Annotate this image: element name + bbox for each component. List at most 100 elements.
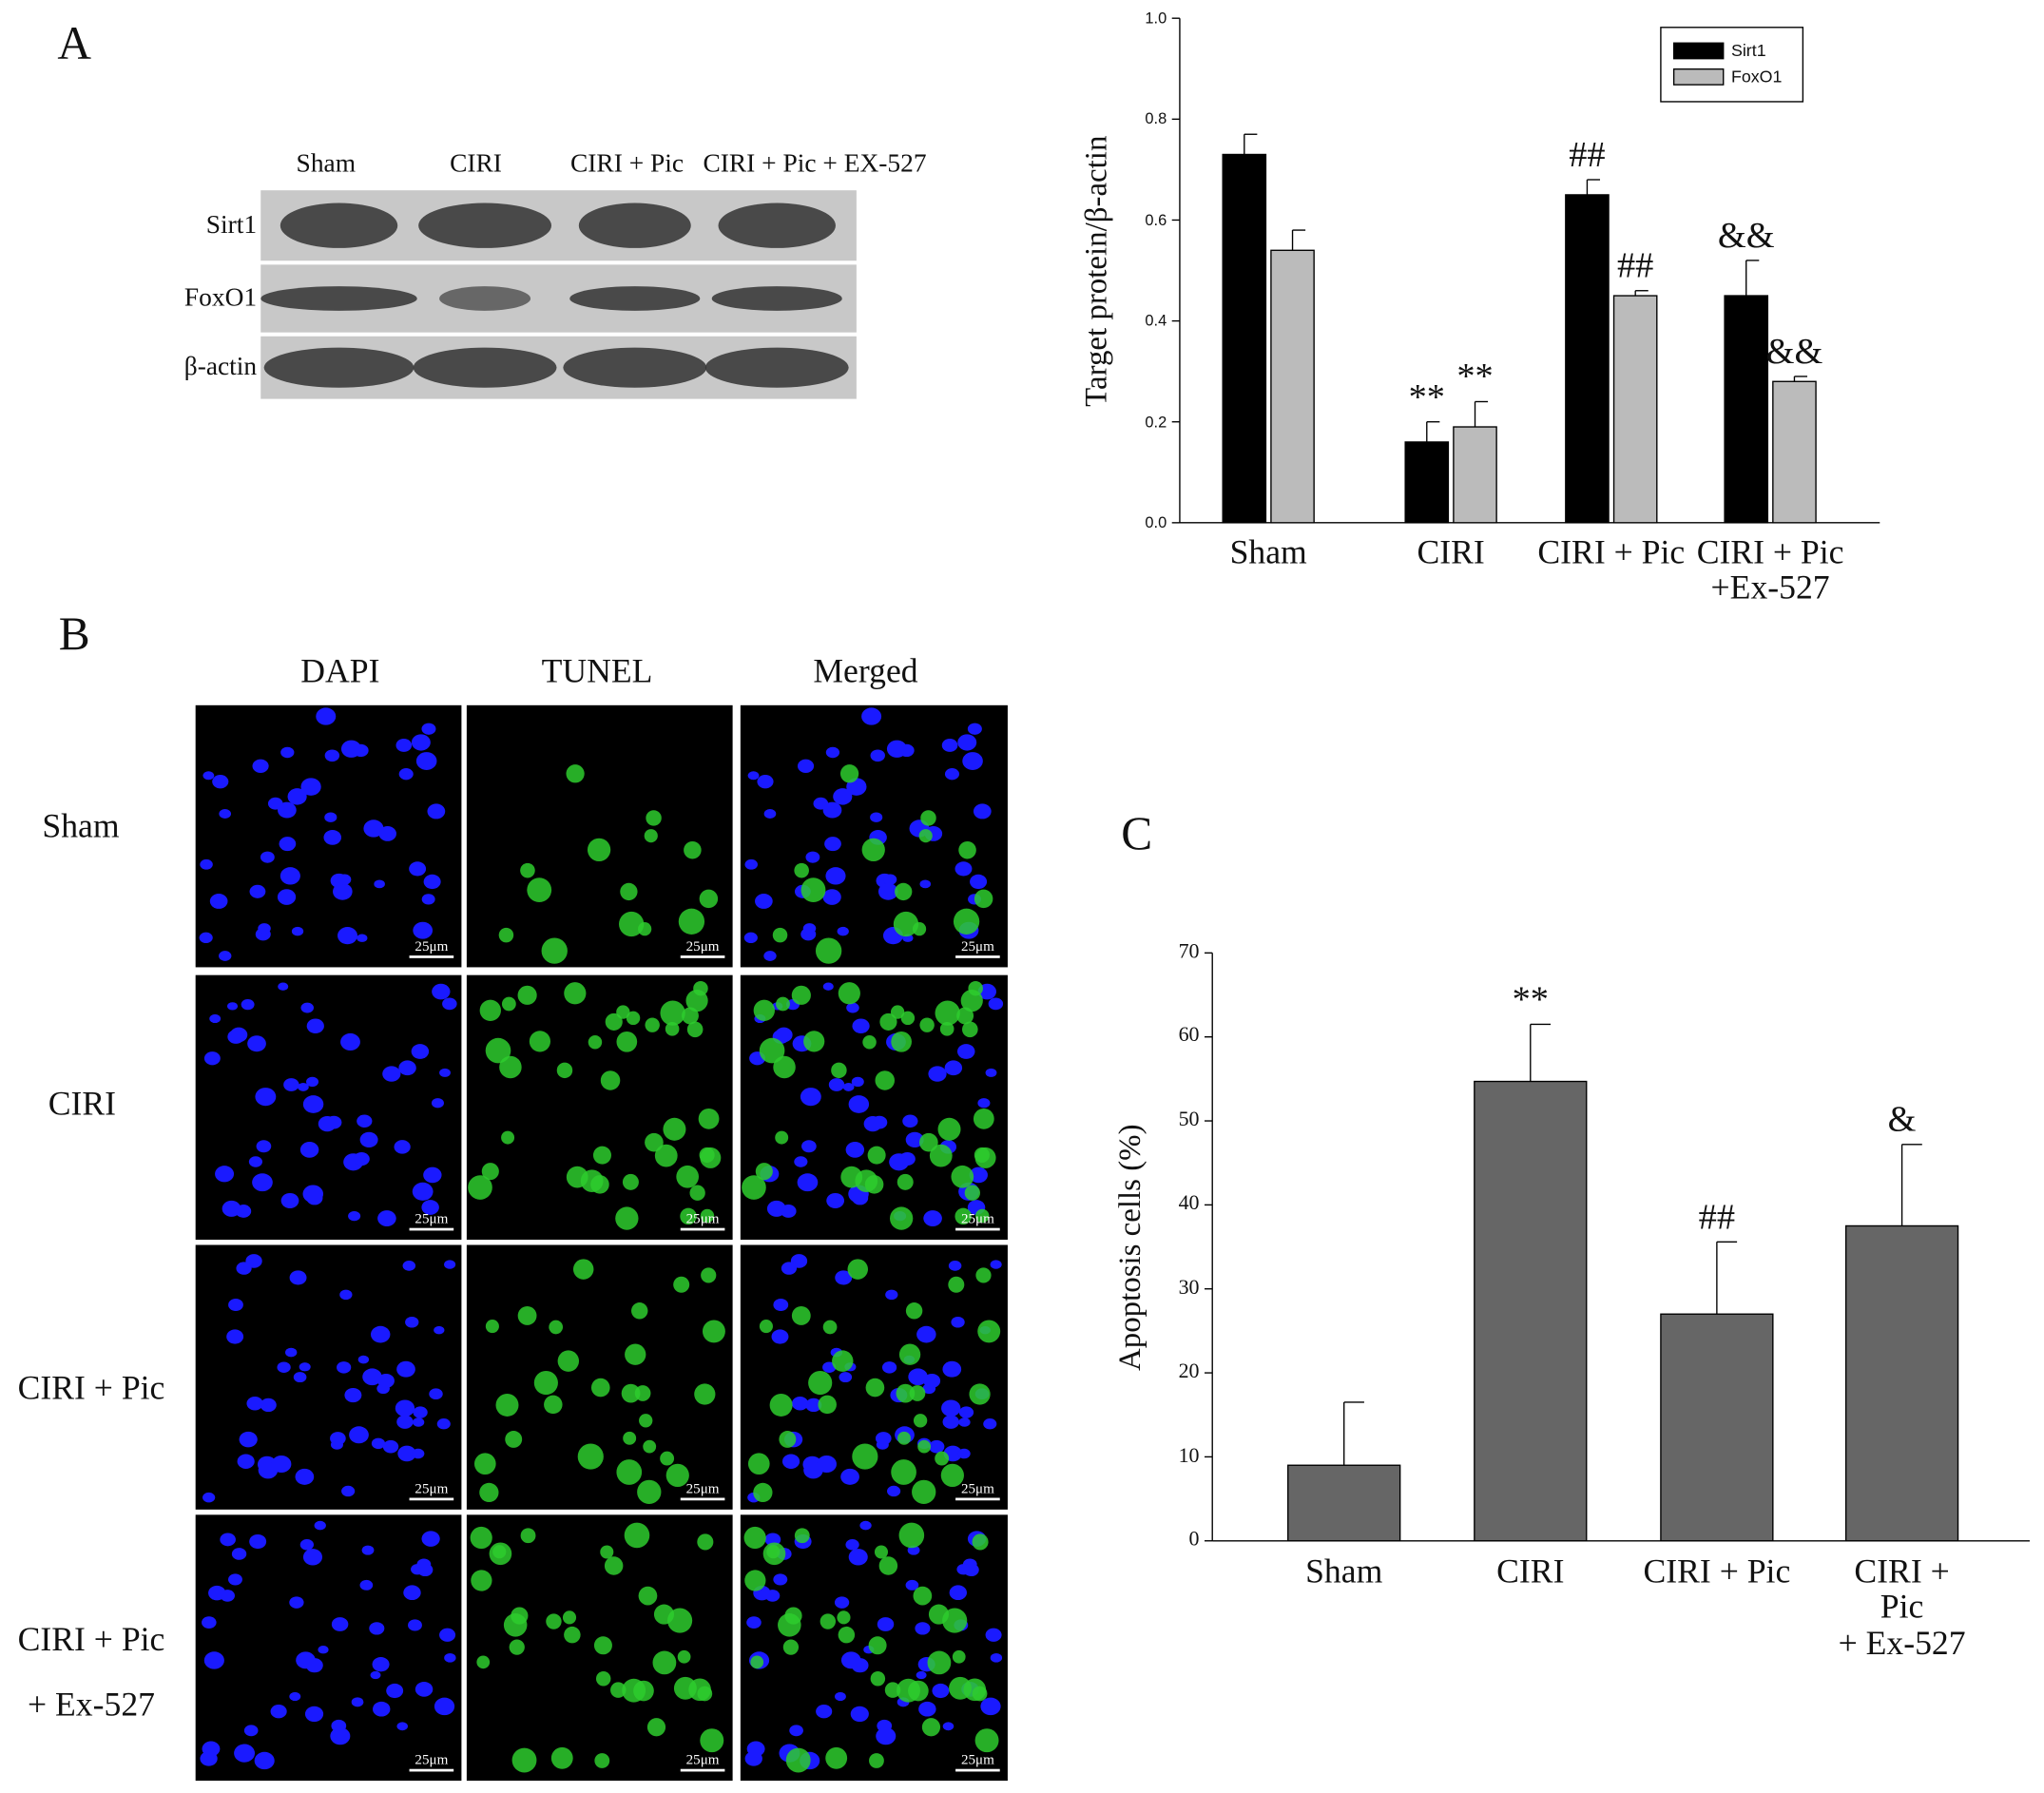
nucleus [408, 1619, 422, 1631]
blot-lane-label: CIRI [450, 149, 502, 179]
bar [1724, 295, 1769, 524]
nucleus [826, 1192, 845, 1208]
nucleus [851, 1658, 869, 1673]
tunel-cell [964, 1185, 981, 1201]
tunel-cell [913, 1414, 928, 1428]
tunel-cell [935, 1000, 960, 1026]
tunel-cell [974, 1208, 990, 1224]
nucleus [306, 1191, 323, 1205]
tunel-cell [572, 1259, 594, 1280]
tunel-cell [919, 1017, 935, 1032]
nucleus [304, 1706, 324, 1723]
tunel-cell [520, 1528, 536, 1544]
tunel-cell [676, 1165, 700, 1188]
nucleus [382, 1439, 399, 1454]
tunel-cell [920, 810, 936, 826]
nucleus [918, 1701, 936, 1717]
x-tick-label: Sham [1305, 1552, 1383, 1591]
nucleus [967, 723, 982, 735]
nucleus [397, 1445, 416, 1462]
nucleus [886, 740, 908, 758]
scale-bar [680, 955, 725, 958]
micrograph-column-label: TUNEL [541, 652, 653, 690]
nucleus [942, 1360, 962, 1378]
nucleus [254, 1751, 275, 1770]
tunel-cell [470, 1526, 492, 1550]
nucleus [248, 1156, 262, 1167]
nucleus [990, 1260, 1002, 1269]
tunel-cell [838, 1626, 856, 1644]
bar [1612, 295, 1658, 524]
scale-bar-label: 25μm [960, 1752, 994, 1768]
nucleus [203, 1051, 221, 1066]
tunel-cell [646, 1718, 666, 1737]
nucleus [256, 1140, 272, 1153]
nucleus [299, 1362, 311, 1372]
tunel-cell [549, 1320, 564, 1335]
tunel-cell [667, 1608, 693, 1633]
nucleus [763, 951, 777, 961]
nucleus [988, 997, 1004, 1011]
scale-bar-label: 25μm [415, 1211, 449, 1227]
nucleus [887, 1485, 901, 1497]
tunel-cell [743, 1526, 766, 1550]
tunel-cell [753, 1482, 773, 1503]
y-tick-label: 10 [1178, 1444, 1200, 1467]
blot-band [563, 347, 707, 388]
nucleus [919, 879, 932, 889]
nucleus [817, 1455, 837, 1474]
micrograph [740, 1244, 1008, 1510]
tunel-cell [905, 1302, 923, 1320]
tunel-cell [622, 1678, 646, 1703]
tunel-cell [890, 1206, 914, 1230]
scale-bar-label: 25μm [960, 1480, 994, 1497]
tunel-cell [509, 1639, 525, 1655]
nucleus [278, 982, 289, 991]
nucleus [341, 1485, 356, 1497]
nucleus [239, 1431, 258, 1448]
nucleus [359, 1579, 374, 1591]
tunel-cell [869, 1753, 884, 1768]
tunel-cell [949, 1676, 972, 1700]
nucleus [439, 1628, 456, 1642]
nucleus [822, 889, 841, 905]
scale-bar [409, 1497, 454, 1501]
nucleus [403, 1585, 421, 1601]
nucleus [330, 1439, 343, 1450]
tunel-cell [624, 1522, 650, 1549]
nucleus [848, 1549, 868, 1566]
tunel-cell [623, 1431, 637, 1445]
nucleus [362, 1368, 382, 1386]
y-tick-label: 30 [1178, 1276, 1200, 1300]
tunel-cell [492, 1545, 507, 1559]
nucleus [252, 759, 269, 773]
nucleus [851, 1076, 864, 1088]
nucleus [908, 1368, 928, 1386]
scale-bar [955, 1768, 1000, 1772]
tunel-cell [580, 1169, 604, 1193]
nucleus [337, 927, 357, 945]
tunel-cell [619, 911, 645, 937]
nucleus [417, 1563, 434, 1577]
scale-bar [409, 1227, 454, 1231]
nucleus [944, 768, 960, 781]
scale-bar [680, 1227, 725, 1231]
nucleus [915, 1622, 931, 1635]
nucleus [877, 1617, 895, 1631]
tunel-cell [960, 990, 983, 1012]
nucleus [300, 1002, 315, 1013]
nucleus [781, 1262, 798, 1275]
tunel-cell [972, 1533, 989, 1551]
nucleus [852, 1018, 870, 1033]
tunel-cell [896, 1383, 916, 1403]
nucleus [746, 1616, 762, 1629]
nucleus [226, 1329, 244, 1344]
tunel-cell [948, 1276, 965, 1293]
significance-label: ## [1616, 245, 1654, 287]
tunel-cell [697, 1686, 713, 1702]
tunel-cell [610, 1682, 627, 1698]
nucleus [833, 788, 853, 805]
nucleus [372, 1657, 390, 1672]
nucleus [369, 1622, 385, 1635]
nucleus [881, 1361, 897, 1374]
